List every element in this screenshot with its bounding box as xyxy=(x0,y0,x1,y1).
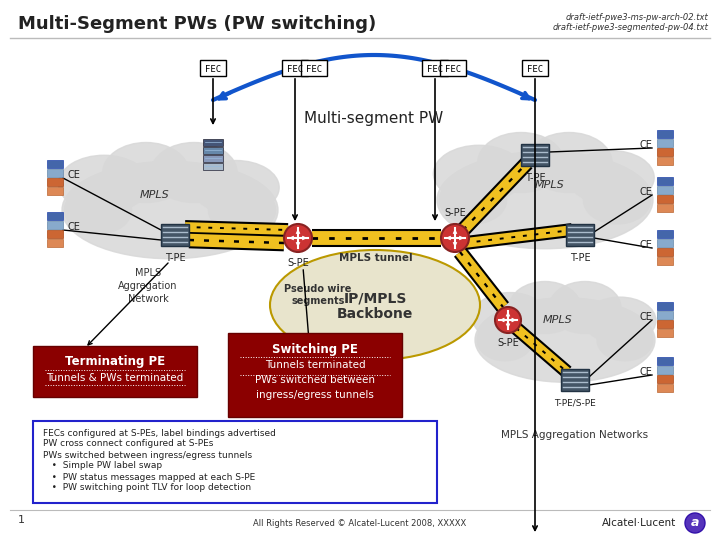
FancyBboxPatch shape xyxy=(203,163,223,170)
FancyBboxPatch shape xyxy=(657,239,673,247)
Ellipse shape xyxy=(472,293,548,342)
Text: Multi-segment PW: Multi-segment PW xyxy=(305,111,444,125)
Text: CE: CE xyxy=(639,312,652,322)
Ellipse shape xyxy=(549,281,621,334)
Ellipse shape xyxy=(437,151,653,249)
FancyBboxPatch shape xyxy=(47,230,63,238)
Text: CE: CE xyxy=(68,222,81,232)
Circle shape xyxy=(685,513,705,533)
FancyBboxPatch shape xyxy=(657,320,673,328)
FancyBboxPatch shape xyxy=(47,169,63,177)
FancyBboxPatch shape xyxy=(657,186,673,194)
Text: T-PE: T-PE xyxy=(525,173,545,183)
FancyBboxPatch shape xyxy=(440,60,466,76)
Text: Pseudo wire
segments: Pseudo wire segments xyxy=(284,284,351,306)
FancyBboxPatch shape xyxy=(33,421,437,503)
Ellipse shape xyxy=(583,176,651,224)
FancyBboxPatch shape xyxy=(161,224,189,246)
FancyBboxPatch shape xyxy=(657,329,673,337)
Text: MPLS: MPLS xyxy=(140,190,170,200)
Text: IP/MPLS: IP/MPLS xyxy=(343,291,407,305)
Text: PW cross connect configured at S-PEs: PW cross connect configured at S-PEs xyxy=(43,440,213,449)
Ellipse shape xyxy=(193,160,279,214)
Text: MPLS tunnel: MPLS tunnel xyxy=(339,253,413,263)
Text: CE: CE xyxy=(639,367,652,377)
Text: MPLS
Aggregation
Network: MPLS Aggregation Network xyxy=(118,268,178,305)
Text: FEC: FEC xyxy=(527,64,543,73)
FancyBboxPatch shape xyxy=(657,384,673,392)
FancyBboxPatch shape xyxy=(47,160,63,168)
FancyBboxPatch shape xyxy=(228,333,402,417)
Text: •  PW status messages mapped at each S-PE: • PW status messages mapped at each S-PE xyxy=(43,472,256,482)
Text: draft-ietf-pwe3-segmented-pw-04.txt: draft-ietf-pwe3-segmented-pw-04.txt xyxy=(552,24,708,32)
FancyBboxPatch shape xyxy=(657,302,673,310)
Ellipse shape xyxy=(584,297,656,344)
Ellipse shape xyxy=(597,319,653,361)
FancyBboxPatch shape xyxy=(282,60,308,76)
FancyBboxPatch shape xyxy=(657,177,673,185)
Text: MPLS: MPLS xyxy=(535,180,565,190)
FancyBboxPatch shape xyxy=(561,369,589,391)
FancyBboxPatch shape xyxy=(47,187,63,195)
Ellipse shape xyxy=(568,151,654,205)
Text: ingress/egress tunnels: ingress/egress tunnels xyxy=(256,390,374,400)
Text: S-PE: S-PE xyxy=(444,208,466,218)
Ellipse shape xyxy=(478,132,564,192)
Ellipse shape xyxy=(509,281,581,334)
Text: FEC: FEC xyxy=(306,64,322,73)
FancyBboxPatch shape xyxy=(47,178,63,186)
Text: Switching PE: Switching PE xyxy=(272,342,358,355)
Text: CE: CE xyxy=(639,187,652,197)
Text: FEC: FEC xyxy=(205,64,221,73)
FancyBboxPatch shape xyxy=(203,147,223,154)
Text: MPLS Aggregation Networks: MPLS Aggregation Networks xyxy=(501,430,649,440)
Text: draft-ietf-pwe3-ms-pw-arch-02.txt: draft-ietf-pwe3-ms-pw-arch-02.txt xyxy=(565,14,708,23)
Ellipse shape xyxy=(475,298,655,382)
Text: Backbone: Backbone xyxy=(337,307,413,321)
Text: FEC: FEC xyxy=(445,64,461,73)
Ellipse shape xyxy=(433,145,525,202)
Ellipse shape xyxy=(150,143,237,202)
FancyBboxPatch shape xyxy=(203,155,223,162)
Ellipse shape xyxy=(208,186,276,234)
FancyBboxPatch shape xyxy=(657,375,673,383)
Text: FEC: FEC xyxy=(287,64,303,73)
Text: Multi-Segment PWs (PW switching): Multi-Segment PWs (PW switching) xyxy=(18,15,377,33)
Text: a: a xyxy=(690,516,699,530)
FancyBboxPatch shape xyxy=(657,311,673,319)
Ellipse shape xyxy=(270,250,480,360)
FancyBboxPatch shape xyxy=(657,195,673,203)
FancyBboxPatch shape xyxy=(657,230,673,238)
FancyBboxPatch shape xyxy=(301,60,327,76)
FancyBboxPatch shape xyxy=(657,204,673,212)
Ellipse shape xyxy=(526,132,612,192)
Text: T-PE: T-PE xyxy=(165,253,185,263)
Circle shape xyxy=(495,307,521,333)
Text: S-PE: S-PE xyxy=(287,258,309,268)
Ellipse shape xyxy=(477,319,533,361)
FancyBboxPatch shape xyxy=(47,239,63,247)
Circle shape xyxy=(284,224,312,252)
Ellipse shape xyxy=(62,161,278,259)
Text: FECs configured at S-PEs, label bindings advertised: FECs configured at S-PEs, label bindings… xyxy=(43,429,276,437)
FancyBboxPatch shape xyxy=(33,346,197,397)
FancyBboxPatch shape xyxy=(657,248,673,256)
Text: Tunnels & PWs terminated: Tunnels & PWs terminated xyxy=(46,373,184,383)
FancyBboxPatch shape xyxy=(47,212,63,220)
Text: Alcatel·Lucent: Alcatel·Lucent xyxy=(602,518,676,528)
FancyBboxPatch shape xyxy=(203,139,223,146)
Text: Tunnels terminated: Tunnels terminated xyxy=(265,360,365,370)
FancyBboxPatch shape xyxy=(657,157,673,165)
Text: T-PE: T-PE xyxy=(570,253,590,263)
Ellipse shape xyxy=(439,176,507,224)
Ellipse shape xyxy=(58,156,150,212)
Text: PWs switched between: PWs switched between xyxy=(255,375,375,385)
FancyBboxPatch shape xyxy=(657,357,673,365)
FancyBboxPatch shape xyxy=(47,221,63,229)
Text: MPLS: MPLS xyxy=(543,315,573,325)
Text: CE: CE xyxy=(639,240,652,250)
Text: Terminating PE: Terminating PE xyxy=(65,355,165,368)
FancyBboxPatch shape xyxy=(657,139,673,147)
Text: •  PW switching point TLV for loop detection: • PW switching point TLV for loop detect… xyxy=(43,483,251,492)
